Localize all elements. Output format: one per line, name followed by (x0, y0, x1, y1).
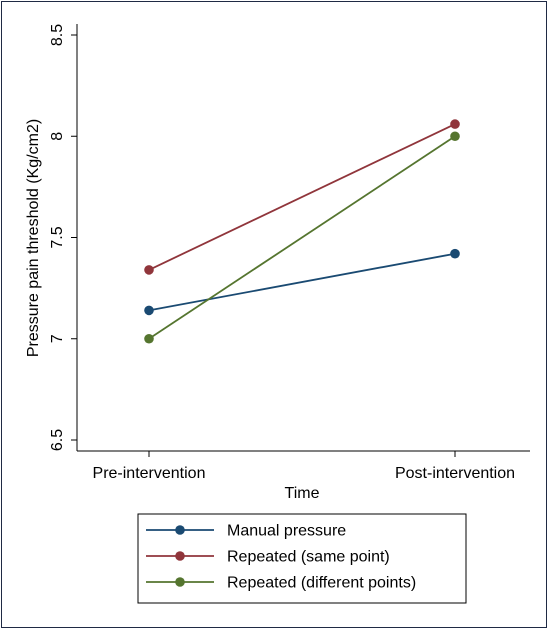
legend: Manual pressure Repeated (same point) Repe… (137, 513, 467, 604)
data-point (144, 265, 154, 275)
data-point (450, 119, 460, 129)
x-ticks: Pre-intervention Post-intervention (93, 451, 515, 482)
y-tick-label: 6.5 (49, 429, 66, 451)
legend-marker (175, 525, 185, 535)
y-tick-label: 8 (49, 132, 66, 141)
legend-label: Manual pressure (227, 523, 346, 540)
y-tick-label: 8.5 (49, 24, 66, 46)
series-group (144, 119, 460, 344)
series-line (148, 123, 456, 271)
y-tick-label: 7.5 (49, 226, 66, 248)
series-line (148, 252, 456, 312)
data-point (450, 131, 460, 142)
y-axis-label: Pressure pain threshold (Kg/cm2) (25, 119, 42, 357)
series-line (148, 135, 456, 340)
data-point (450, 248, 460, 259)
y-tick-label: 7 (49, 334, 66, 343)
x-axis-label: Time (285, 485, 320, 502)
legend-box (137, 513, 467, 604)
x-tick-label: Pre-intervention (93, 465, 206, 482)
legend-label: Repeated (different points) (227, 575, 416, 592)
legend-marker (175, 551, 185, 561)
y-ticks: 6.5 7 7.5 8 8.5 (49, 24, 77, 451)
legend-marker (175, 577, 185, 587)
data-point (144, 333, 154, 344)
data-point (144, 305, 154, 316)
legend-label: Repeated (same point) (227, 549, 390, 566)
x-tick-label: Post-intervention (395, 465, 515, 482)
